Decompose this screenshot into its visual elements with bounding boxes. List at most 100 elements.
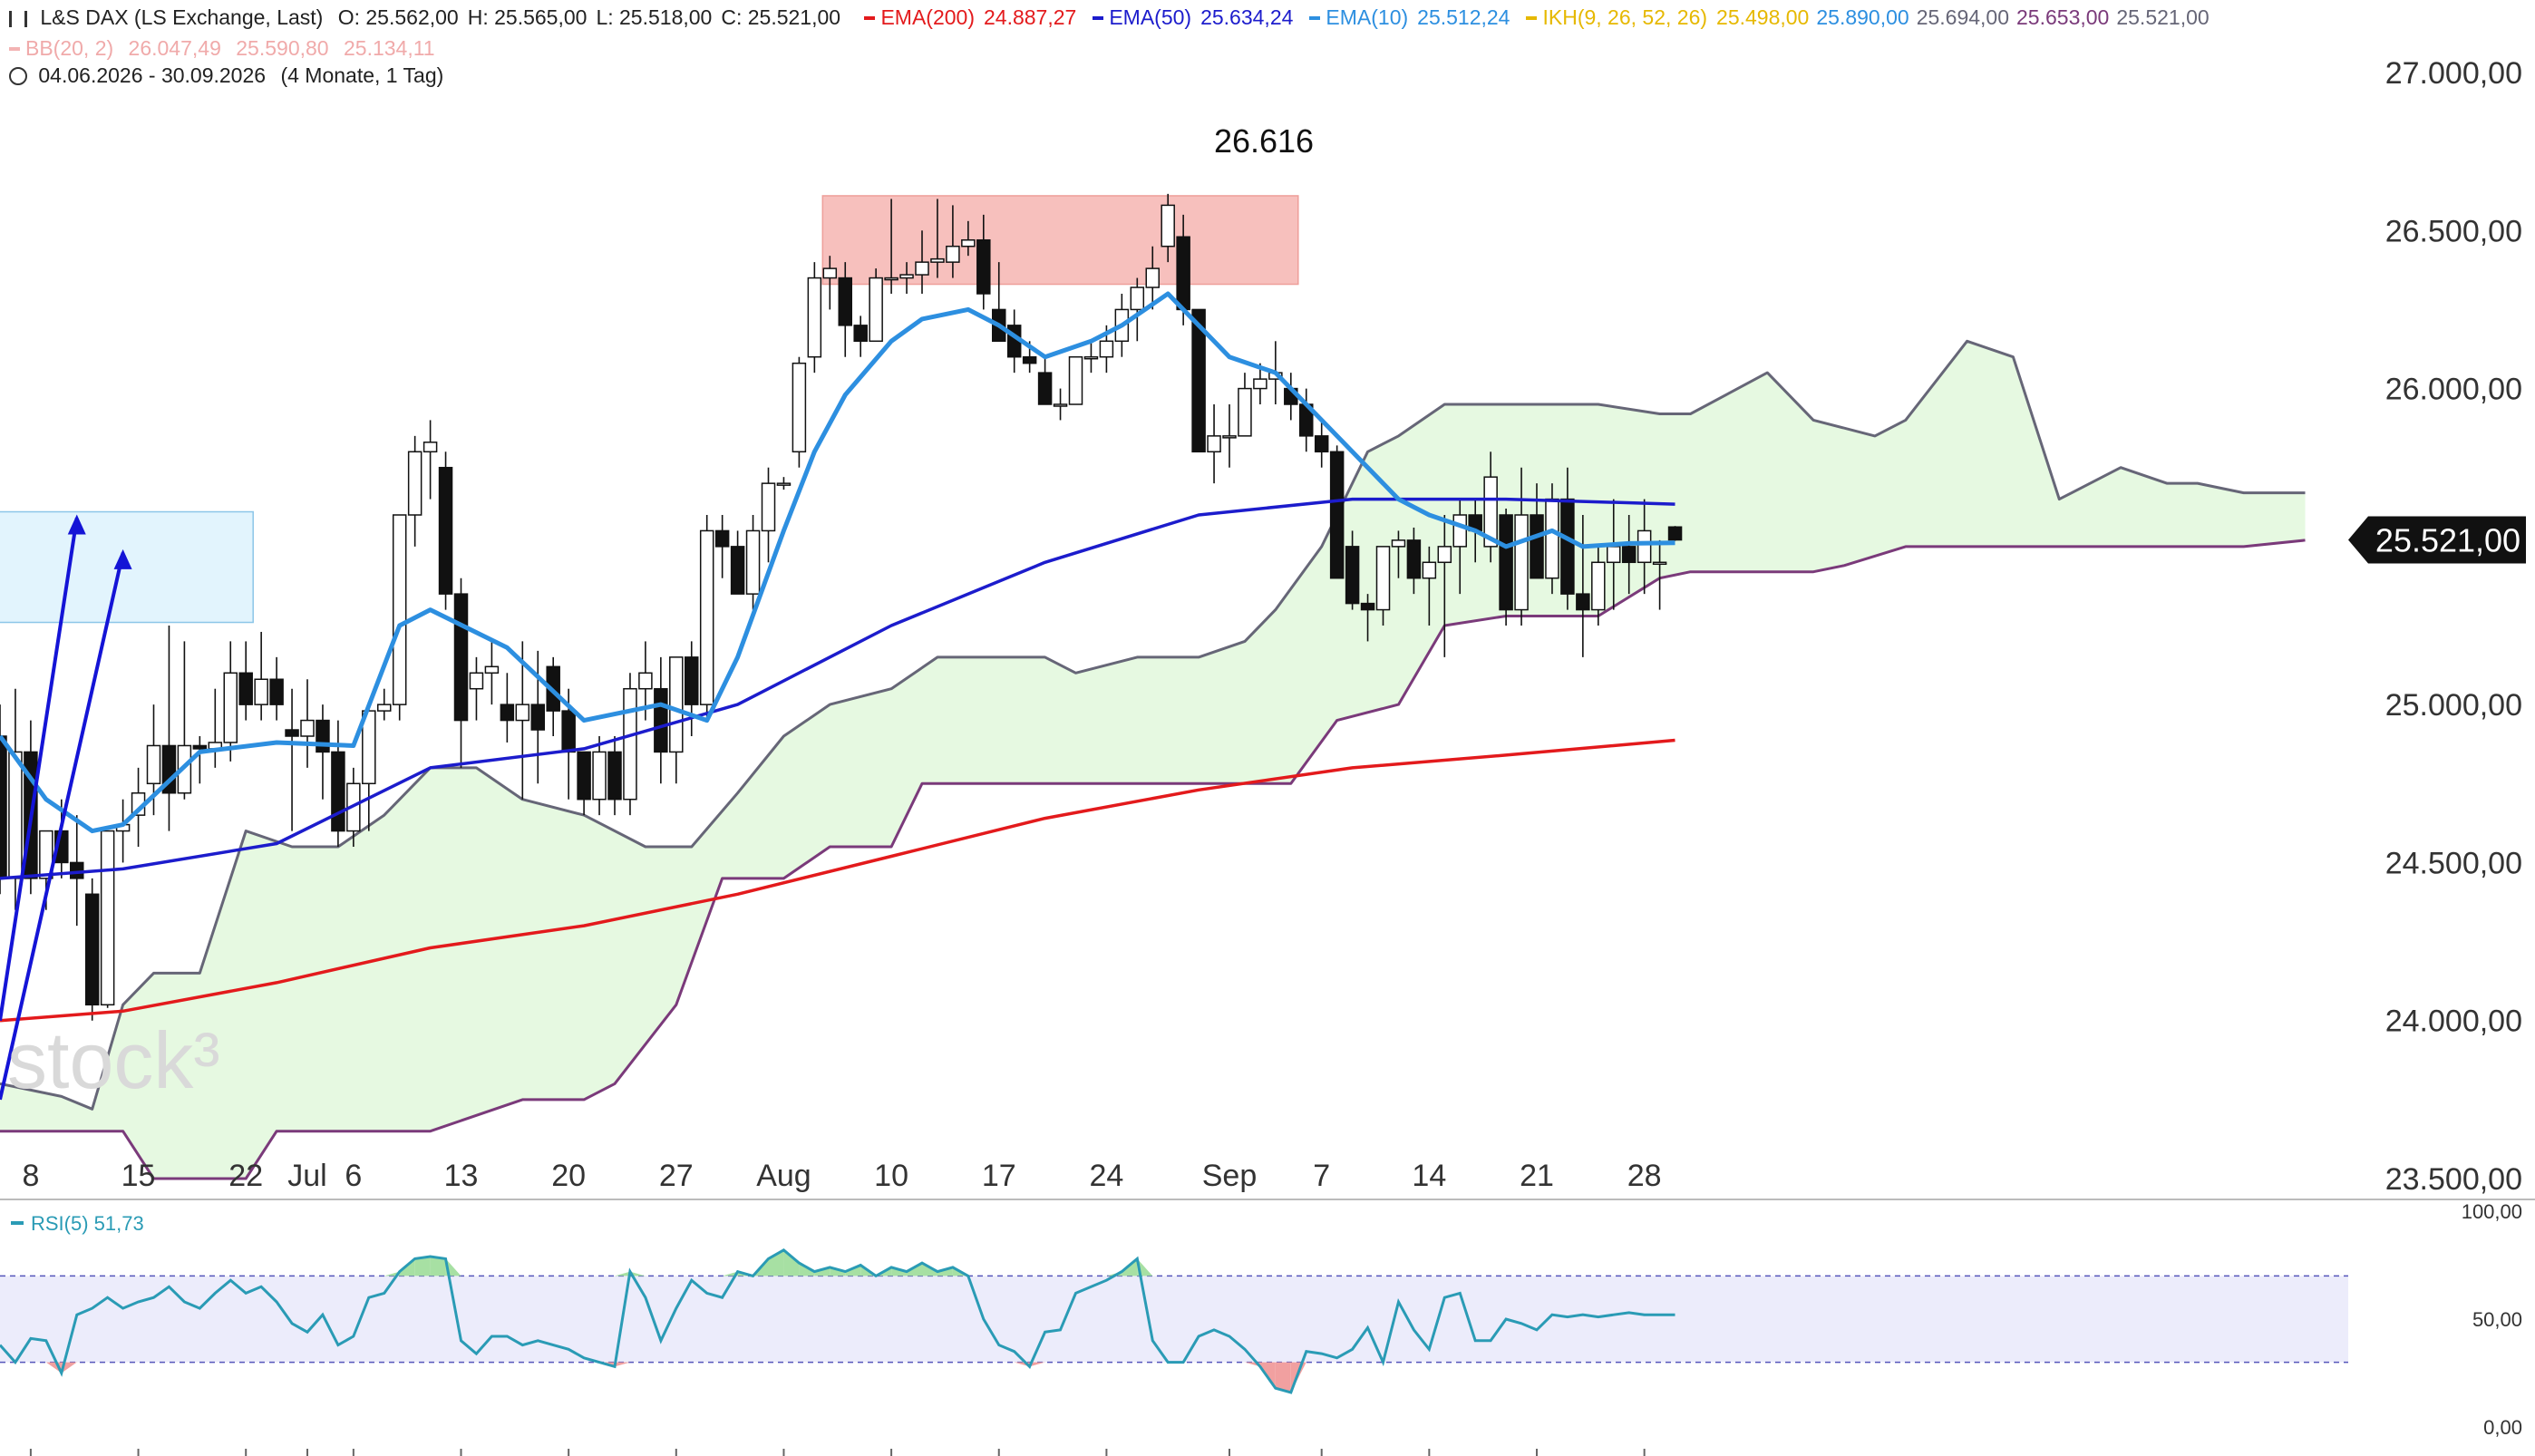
rsi-overbought-fill bbox=[414, 1256, 431, 1276]
candle-body-down bbox=[1621, 546, 1637, 564]
candle-body-up bbox=[146, 744, 161, 785]
rsi-legend[interactable]: RSI(5) 51,73 bbox=[31, 1212, 144, 1235]
candle bbox=[1284, 373, 1298, 421]
candle bbox=[592, 736, 607, 816]
candle-body-up bbox=[946, 245, 960, 263]
trend-arrow[interactable] bbox=[0, 518, 79, 1022]
candle-body-down bbox=[607, 751, 622, 801]
indicator-legend-item[interactable]: EMA(200) 24.887,27 bbox=[864, 5, 1083, 29]
candle-body-down bbox=[1499, 514, 1513, 611]
date-range-row: 04.06.2026 - 30.09.2026 (4 Monate, 1 Tag… bbox=[9, 63, 452, 88]
y-tick-label: 24.500,00 bbox=[2385, 846, 2522, 880]
candle bbox=[714, 515, 730, 578]
rsi-y-tick-label: 0,00 bbox=[2483, 1416, 2522, 1439]
candle bbox=[285, 688, 299, 831]
rsi-y-tick-label: 50,00 bbox=[2472, 1308, 2522, 1331]
candle bbox=[976, 214, 991, 310]
candle bbox=[407, 435, 422, 547]
candle-body-down bbox=[976, 238, 991, 295]
rsi-y-tick-label: 100,00 bbox=[2462, 1200, 2522, 1223]
candle-body-up bbox=[223, 672, 238, 743]
candle bbox=[961, 220, 976, 257]
rsi-band bbox=[0, 1276, 2348, 1363]
candle bbox=[438, 451, 453, 610]
candle-body-up bbox=[915, 261, 929, 276]
candle-body-up bbox=[807, 277, 822, 358]
candle-body-up bbox=[1591, 561, 1606, 611]
candle bbox=[730, 530, 745, 595]
candle bbox=[331, 720, 345, 847]
candle bbox=[1452, 499, 1467, 595]
chart-type-icon[interactable] bbox=[9, 11, 27, 27]
candle-body-down bbox=[1360, 602, 1375, 611]
candle bbox=[1238, 373, 1252, 437]
candle bbox=[100, 830, 115, 1008]
date-range: 04.06.2026 - 30.09.2026 bbox=[38, 63, 267, 87]
candle-body-up bbox=[930, 257, 945, 263]
candle bbox=[1652, 539, 1667, 610]
candle-body-down bbox=[285, 729, 299, 737]
candle-body-down bbox=[654, 687, 668, 753]
x-tick-label: 14 bbox=[1412, 1159, 1446, 1193]
main-plot: 27.000,0026.500,0026.000,0025.500,0025.0… bbox=[0, 56, 2535, 1200]
ohlc-item: H: 25.565,00 bbox=[467, 5, 588, 29]
bb-legend: BB(20, 2) 26.047,49 25.590,80 25.134,11 bbox=[9, 36, 444, 61]
indicator-value: 26.047,49 bbox=[128, 36, 221, 60]
x-tick-label: 6 bbox=[345, 1159, 362, 1193]
rsi-overbought-fill bbox=[783, 1249, 800, 1276]
indicator-legend-item[interactable]: EMA(10) 25.512,24 bbox=[1309, 5, 1517, 29]
indicator-legend: EMA(200) 24.887,27 EMA(50) 25.634,24 EMA(10)… bbox=[864, 5, 2225, 29]
line-ema10 bbox=[0, 291, 1675, 834]
candle-body-up bbox=[1652, 561, 1667, 566]
candle-body-up bbox=[884, 277, 898, 281]
candle bbox=[1207, 404, 1221, 484]
candle-body-up bbox=[1391, 539, 1406, 548]
rsi-line bbox=[0, 1247, 1675, 1394]
indicator-name: EMA(200) bbox=[880, 5, 975, 29]
candle bbox=[530, 650, 545, 784]
candle bbox=[838, 262, 852, 357]
x-tick-label: 15 bbox=[121, 1159, 156, 1193]
candle-body-up bbox=[822, 267, 838, 279]
indicator-legend-item[interactable]: EMA(50) 25.634,24 bbox=[1093, 5, 1300, 29]
candle bbox=[177, 641, 192, 800]
rsi-overbought-fill bbox=[445, 1258, 461, 1276]
resistance-zone bbox=[821, 195, 1299, 286]
candle-body-up bbox=[1083, 355, 1099, 360]
candle bbox=[238, 641, 253, 721]
indicator-name: IKH(9, 26, 52, 26) bbox=[1542, 5, 1708, 29]
candle-body-down bbox=[1530, 514, 1544, 579]
candle-body-up bbox=[623, 687, 637, 801]
rsi-overbought-fill bbox=[1137, 1258, 1153, 1276]
x-tick-label: Jul bbox=[287, 1159, 326, 1193]
candle-body-down bbox=[500, 704, 515, 722]
candle-body-up bbox=[8, 751, 23, 879]
candle-body-up bbox=[761, 482, 776, 532]
candle-body-down bbox=[561, 710, 576, 753]
candle bbox=[1591, 546, 1606, 626]
indicator-legend-item[interactable]: IKH(9, 26, 52, 26) 25.498,00 25.890,00 25.6… bbox=[1526, 5, 2216, 29]
candle-body-up bbox=[1375, 546, 1391, 611]
candle bbox=[1145, 246, 1160, 310]
candle bbox=[422, 420, 438, 500]
candle bbox=[869, 268, 883, 343]
trend-arrow[interactable] bbox=[0, 552, 125, 1101]
indicator-value: 25.512,24 bbox=[1417, 5, 1510, 29]
candle-body-up bbox=[699, 529, 714, 705]
chart-header: L&S DAX (LS Exchange, Last) O: 25.562,00… bbox=[9, 5, 2235, 30]
candle-body-down bbox=[1176, 236, 1190, 311]
rsi-plot: 100,00 50,00 0,00 RSI(5) 51,73 bbox=[0, 1200, 2522, 1456]
candle bbox=[1314, 420, 1329, 468]
candle bbox=[392, 514, 407, 721]
candle-body-up bbox=[1483, 476, 1498, 548]
candle bbox=[623, 673, 637, 816]
ohlc-item: L: 25.518,00 bbox=[596, 5, 713, 29]
candle bbox=[654, 656, 668, 784]
y-tick-label: 25.000,00 bbox=[2385, 688, 2522, 723]
candle-body-down bbox=[1329, 451, 1345, 579]
indicator-name: EMA(50) bbox=[1109, 5, 1192, 29]
candle-body-up bbox=[100, 830, 115, 1006]
candle bbox=[1253, 363, 1268, 404]
candle bbox=[1375, 546, 1391, 626]
